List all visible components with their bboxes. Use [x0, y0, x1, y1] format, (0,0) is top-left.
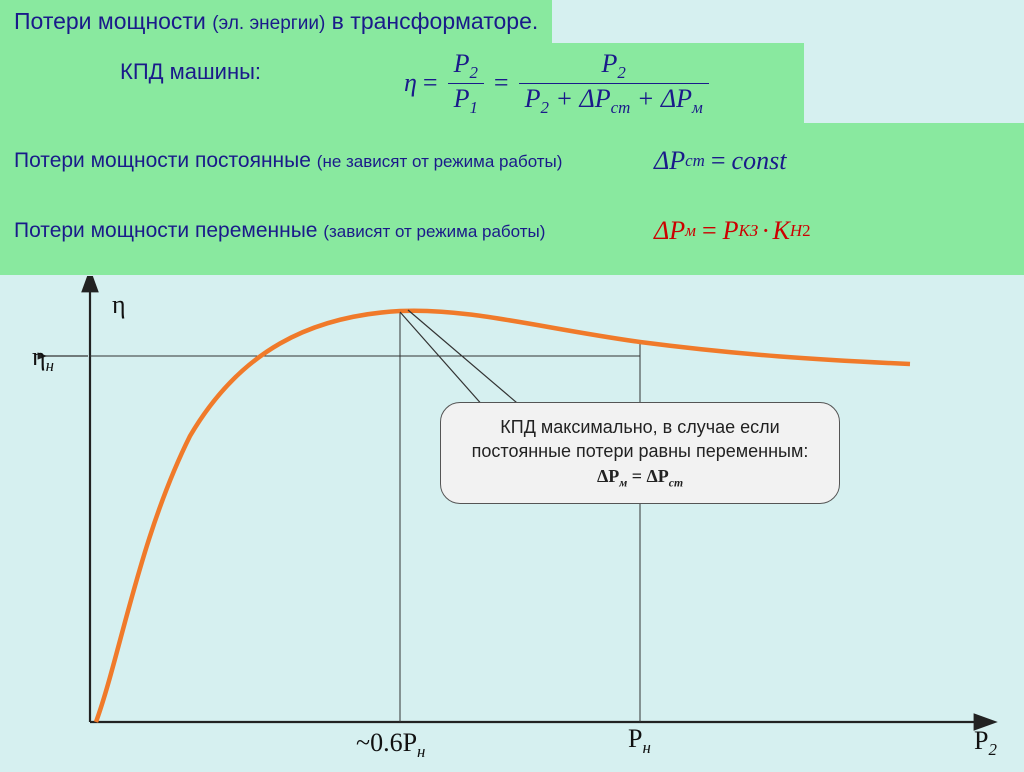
efficiency-chart: η ηн ~0.6Рн Рн Р2 КПД максимально, в слу…	[0, 276, 1024, 767]
var-paren: (зависят от режима работы)	[323, 222, 545, 241]
const-label: Потери мощности постоянные	[14, 149, 311, 172]
title-tail: в трансформаторе.	[332, 8, 539, 34]
callout-line2: постоянные потери равны переменным:	[463, 439, 817, 463]
const-losses-line: Потери мощности постоянные (не зависят о…	[14, 137, 1010, 185]
x-tick-pn: Рн	[628, 724, 651, 758]
kpd-formula: η= P2 P1 = P2 P2 + ΔPст + ΔPм	[404, 49, 713, 117]
callout-leader-2	[408, 310, 530, 414]
callout-leader-1	[400, 312, 492, 416]
var-formula: ΔPм= PКЗ · КН2	[654, 216, 811, 246]
kpd-row: КПД машины: η= P2 P1 = P2 P2 + ΔPст + ΔP…	[0, 43, 1024, 123]
losses-band: Потери мощности постоянные (не зависят о…	[0, 123, 1024, 275]
slide-title: Потери мощности (эл. энергии) в трансфор…	[0, 0, 552, 43]
efficiency-curve	[96, 311, 910, 722]
const-formula: ΔPст=const	[654, 146, 786, 176]
title-paren: (эл. энергии)	[212, 13, 325, 34]
callout-line1: КПД максимально, в случае если	[463, 415, 817, 439]
var-losses-line: Потери мощности переменные (зависят от р…	[14, 207, 1010, 255]
const-paren: (не зависят от режима работы)	[317, 152, 563, 171]
callout-equation: ΔРм = ΔРст	[463, 464, 817, 491]
x-axis-label: Р2	[974, 726, 997, 760]
var-label: Потери мощности переменные	[14, 219, 317, 242]
y-tick-eta-n: ηн	[32, 342, 54, 376]
chart-svg	[0, 276, 1024, 767]
y-axis-label: η	[112, 290, 126, 320]
callout-box: КПД максимально, в случае если постоянны…	[440, 402, 840, 504]
kpd-label: КПД машины:	[0, 43, 404, 123]
title-main: Потери мощности	[14, 8, 206, 34]
x-tick-06pn: ~0.6Рн	[356, 728, 425, 762]
